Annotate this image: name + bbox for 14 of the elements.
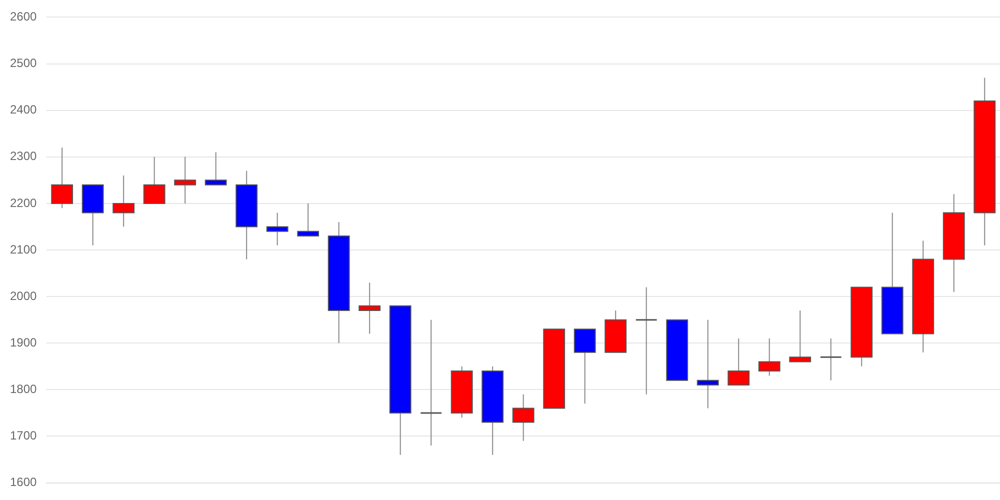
y-tick-label: 2000 xyxy=(10,288,38,303)
y-tick-label: 2200 xyxy=(10,196,38,210)
y-tick-label: 1700 xyxy=(10,428,38,443)
y-tick-label: 2600 xyxy=(10,10,38,24)
y-tick-label: 1900 xyxy=(10,335,38,350)
y-tick-label: 2100 xyxy=(10,242,38,256)
y-tick-label: 1600 xyxy=(10,475,38,490)
candlestick xyxy=(636,287,657,394)
candlestick xyxy=(820,338,842,380)
y-tick-label: 1800 xyxy=(10,382,38,396)
candlestick xyxy=(420,320,442,446)
y-tick-label: 2500 xyxy=(10,56,38,70)
y-tick-label: 2300 xyxy=(10,149,38,164)
y-tick-label: 2400 xyxy=(10,102,38,117)
